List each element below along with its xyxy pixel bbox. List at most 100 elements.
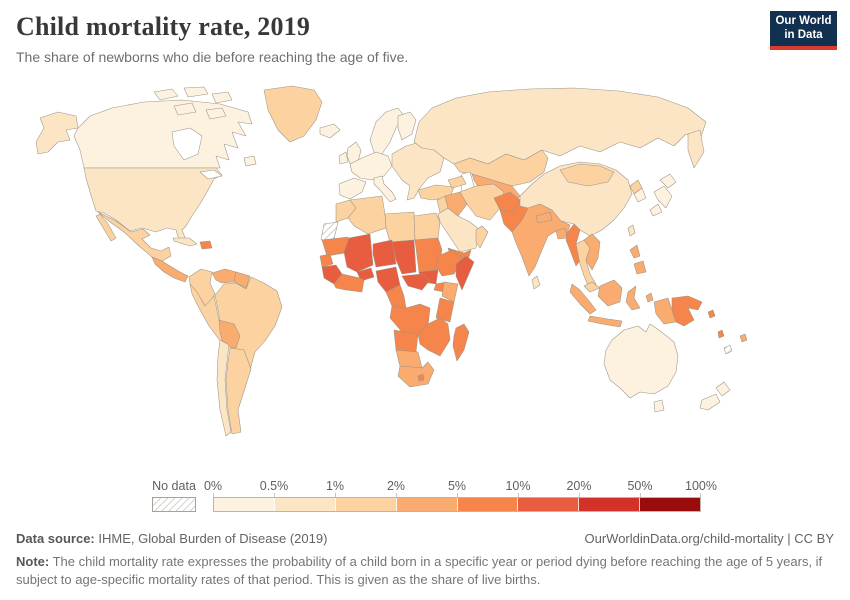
country-usa[interactable] xyxy=(83,167,223,244)
country-canada-island[interactable] xyxy=(211,91,233,104)
owid-logo-line2: in Data xyxy=(784,28,823,41)
country-madagascar[interactable] xyxy=(452,323,470,362)
island-moluccas[interactable] xyxy=(645,292,654,303)
legend-tick-7: 50% xyxy=(627,479,653,493)
territory-new-caledonia[interactable] xyxy=(723,344,733,355)
country-lesotho[interactable] xyxy=(417,373,425,382)
country-canada[interactable] xyxy=(73,99,253,169)
footer-credit-link[interactable]: OurWorldinData.org/child-mortality | CC … xyxy=(584,531,835,546)
legend-bin-2-5[interactable] xyxy=(396,498,458,511)
footer-note-text: The child mortality rate expresses the p… xyxy=(16,554,823,588)
country-canada-island[interactable] xyxy=(153,88,179,101)
legend-bin-05-1[interactable] xyxy=(274,498,336,511)
country-philippines[interactable] xyxy=(633,260,647,275)
legend-bin-10-20[interactable] xyxy=(518,498,580,511)
page-subtitle: The share of newborns who die before rea… xyxy=(16,49,409,65)
country-mongolia[interactable] xyxy=(559,163,615,187)
country-ethiopia[interactable] xyxy=(435,249,463,277)
region-iberia[interactable] xyxy=(338,177,367,200)
legend-bin-50-100[interactable] xyxy=(640,498,700,511)
footer-datasource-label: Data source: xyxy=(16,531,95,546)
country-russia-kamchatka[interactable] xyxy=(687,129,705,169)
country-argentina[interactable] xyxy=(225,347,252,435)
legend-bin-20-50[interactable] xyxy=(579,498,641,511)
country-cameroon[interactable] xyxy=(385,284,407,309)
country-sri-lanka[interactable] xyxy=(531,275,541,290)
country-canada-island[interactable] xyxy=(205,107,227,120)
legend-tick-6: 20% xyxy=(566,479,592,493)
country-algeria[interactable] xyxy=(347,195,387,235)
country-philippines[interactable] xyxy=(629,244,641,259)
territory-western-sahara[interactable] xyxy=(320,221,339,241)
country-ireland[interactable] xyxy=(338,151,349,165)
country-japan[interactable] xyxy=(649,203,663,217)
country-alaska[interactable] xyxy=(35,111,79,155)
country-new-zealand[interactable] xyxy=(699,393,721,411)
region-western-europe[interactable] xyxy=(349,151,393,181)
country-libya[interactable] xyxy=(384,211,416,243)
legend-tick-1: 0.5% xyxy=(259,479,289,493)
country-nepal[interactable] xyxy=(535,211,553,224)
island-sumatra[interactable] xyxy=(569,283,597,315)
country-canada-island[interactable] xyxy=(173,102,197,116)
country-south-korea[interactable] xyxy=(633,187,647,203)
country-solomon-islands[interactable] xyxy=(707,309,716,319)
owid-logo[interactable]: Our World in Data xyxy=(770,11,837,50)
island-java[interactable] xyxy=(587,315,623,328)
region-namibia-botswana[interactable] xyxy=(395,349,423,369)
country-venezuela[interactable] xyxy=(211,268,237,284)
country-taiwan[interactable] xyxy=(627,224,636,237)
country-chad[interactable] xyxy=(391,239,417,275)
island-tasmania[interactable] xyxy=(653,399,665,413)
country-tanzania[interactable] xyxy=(435,297,455,323)
country-new-zealand[interactable] xyxy=(715,381,731,397)
country-japan[interactable] xyxy=(659,173,677,189)
country-senegal[interactable] xyxy=(319,253,334,268)
country-bolivia[interactable] xyxy=(218,319,241,349)
legend-tick-8: 100% xyxy=(685,479,717,493)
country-oman[interactable] xyxy=(475,225,489,249)
country-finland[interactable] xyxy=(397,111,417,141)
island-sulawesi[interactable] xyxy=(625,285,641,311)
country-japan[interactable] xyxy=(653,185,673,209)
region-ivory-coast-ghana[interactable] xyxy=(333,273,365,293)
country-papua-new-guinea[interactable] xyxy=(671,295,703,327)
legend-tick-0: 0% xyxy=(203,479,223,493)
country-angola[interactable] xyxy=(393,329,419,353)
country-cuba[interactable] xyxy=(172,237,198,247)
country-australia[interactable] xyxy=(603,323,679,399)
country-mali[interactable] xyxy=(343,233,374,273)
country-mexico[interactable] xyxy=(97,211,172,262)
region-caucasus[interactable] xyxy=(447,175,467,189)
legend-bin-5-10[interactable] xyxy=(457,498,519,511)
country-russia[interactable] xyxy=(413,87,707,165)
country-iceland[interactable] xyxy=(319,123,341,139)
footer-note: Note: The child mortality rate expresses… xyxy=(16,553,836,590)
country-hispaniola[interactable] xyxy=(199,240,213,250)
region-zambia-mozambique[interactable] xyxy=(417,317,451,357)
region-central-america[interactable] xyxy=(151,256,189,283)
legend-tick-3: 2% xyxy=(386,479,406,493)
country-egypt[interactable] xyxy=(413,212,441,241)
footer-note-label: Note: xyxy=(16,554,50,569)
region-indochina[interactable] xyxy=(583,233,601,271)
country-central-african-republic[interactable] xyxy=(401,273,431,291)
owid-logo-line1: Our World xyxy=(775,14,832,27)
country-italy[interactable] xyxy=(373,175,397,203)
country-mexico-baja[interactable] xyxy=(95,213,117,242)
country-chile[interactable] xyxy=(216,339,232,437)
world-choropleth-map[interactable] xyxy=(24,80,836,474)
legend-bin-1-2[interactable] xyxy=(335,498,397,511)
country-greenland[interactable] xyxy=(263,85,323,143)
country-south-africa[interactable] xyxy=(397,361,435,388)
country-canada-island[interactable] xyxy=(183,86,209,98)
country-malaysia[interactable] xyxy=(583,281,601,293)
country-niger[interactable] xyxy=(372,239,397,268)
country-newfoundland[interactable] xyxy=(243,155,257,167)
country-vanuatu[interactable] xyxy=(717,329,725,339)
legend-bin-0-05[interactable] xyxy=(214,498,275,511)
country-fiji[interactable] xyxy=(739,333,748,343)
legend-no-data-swatch[interactable] xyxy=(152,497,196,512)
country-somalia[interactable] xyxy=(455,255,475,291)
island-borneo[interactable] xyxy=(597,279,623,307)
